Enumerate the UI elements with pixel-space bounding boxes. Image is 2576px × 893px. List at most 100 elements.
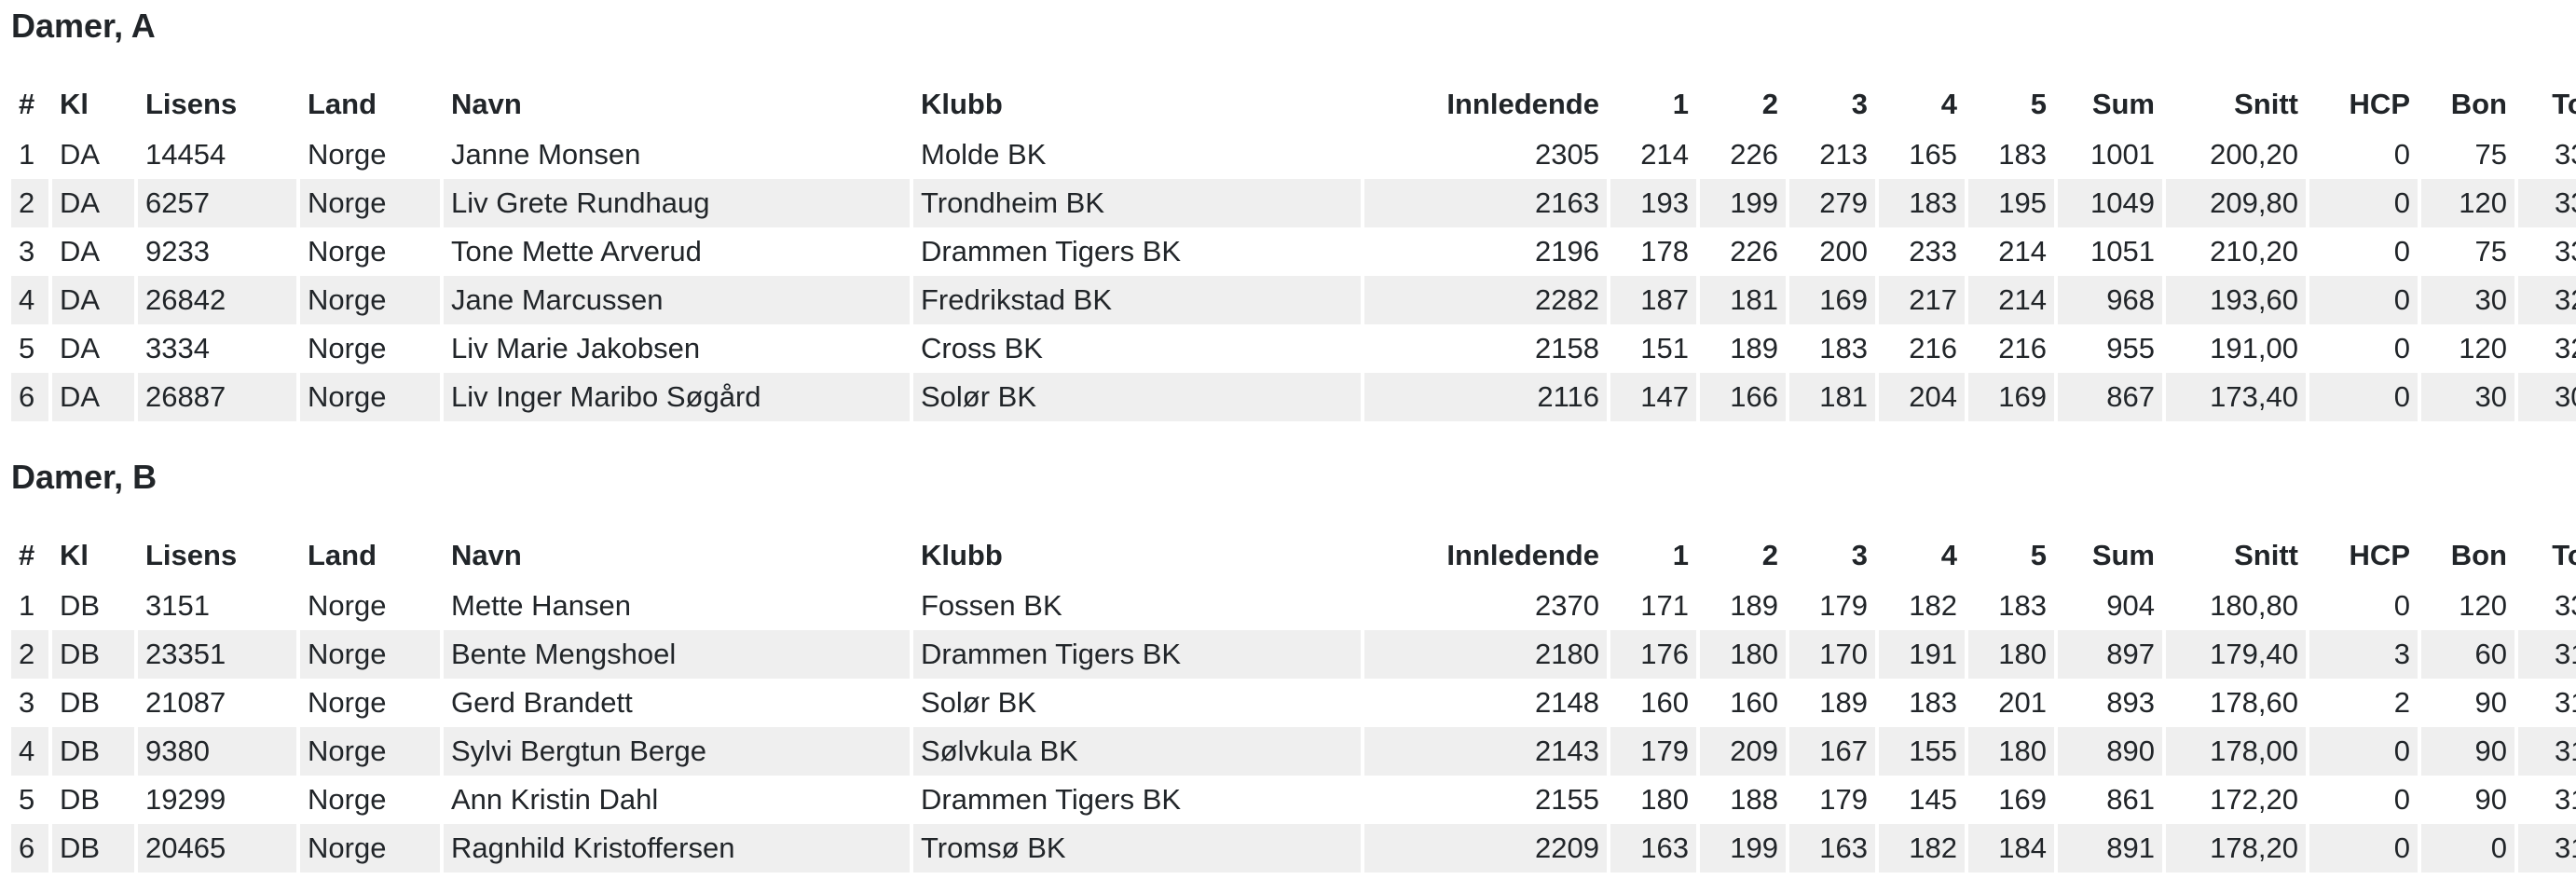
game-3-cell: 169 (1789, 276, 1875, 324)
game-3-cell: 189 (1819, 686, 1868, 719)
col-game-5-header: 5 (2030, 88, 2047, 120)
col-game-1-header: 1 (1672, 539, 1689, 571)
name-cell: Bente Mengshoel (444, 630, 910, 679)
class-cell: DB (60, 686, 101, 719)
hcp-cell: 0 (2393, 589, 2410, 622)
col-class-header: Kl (60, 539, 89, 571)
total-cell: 3381 (2555, 138, 2576, 171)
game-5-cell: 214 (1968, 276, 2054, 324)
game-2-cell: 189 (1730, 589, 1778, 622)
average-cell: 178,20 (2166, 824, 2306, 872)
game-4-cell: 155 (1879, 727, 1965, 776)
game-3-cell: 183 (1819, 332, 1868, 364)
table-row: 5 DA 3334 Norge Liv Marie Jakobsen Cross BK 21… (11, 324, 2576, 373)
game-5-cell: 183 (1998, 589, 2047, 622)
hcp-cell: 0 (2309, 276, 2418, 324)
total-cell: 3141 (2555, 686, 2576, 719)
bonus-cell: 120 (2459, 332, 2507, 364)
club-cell: Sølvkula BK (913, 727, 1361, 776)
table-row: 1 DA 14454 Norge Janne Monsen Molde BK 2305 214… (11, 131, 2576, 179)
col-bonus-header: Bon (2450, 539, 2507, 571)
rank-cell: 3 (19, 686, 35, 719)
average-cell: 179,40 (2166, 630, 2306, 679)
table-row: 5 DB 19299 Norge Ann Kristin Dahl Drammen Tig… (11, 776, 2576, 824)
game-3-cell: 200 (1819, 235, 1868, 268)
section-title: Damer, A (11, 7, 156, 45)
col-name-header: Navn (451, 88, 522, 120)
average-cell: 200,20 (2210, 138, 2298, 171)
game-1-cell: 176 (1610, 630, 1696, 679)
game-2-cell: 199 (1700, 179, 1786, 227)
game-1-cell: 179 (1610, 727, 1696, 776)
col-qualifying-header: Innledende (1446, 539, 1599, 571)
game-2-cell: 189 (1730, 332, 1778, 364)
col-hcp-header: HCP (2349, 88, 2410, 120)
game-2-cell: 209 (1700, 727, 1786, 776)
game-3-cell: 181 (1789, 373, 1875, 421)
table-row: 1 DB 3151 Norge Mette Hansen Fossen BK 2370 171… (11, 582, 2576, 630)
club-cell: Molde BK (921, 138, 1047, 171)
club-cell: Tromsø BK (913, 824, 1361, 872)
col-game-2-header: 2 (1761, 88, 1778, 120)
class-cell: DB (60, 589, 101, 622)
col-game-5-header: 5 (2030, 539, 2047, 571)
class-cell: DB (52, 727, 134, 776)
class-cell: DB (52, 824, 134, 872)
game-5-cell: 216 (1998, 332, 2047, 364)
average-cell: 193,60 (2166, 276, 2306, 324)
game-4-cell: 216 (1909, 332, 1957, 364)
game-1-cell: 180 (1640, 783, 1689, 816)
qualifying-cell: 2155 (1535, 783, 1599, 816)
header-row: # Kl Lisens Land Navn Klubb Innledende 1 2 3 4 5 Sum… (11, 78, 2576, 131)
name-cell: Tone Mette Arverud (451, 235, 702, 268)
club-cell: Fredrikstad BK (913, 276, 1361, 324)
game-5-cell: 214 (1998, 235, 2047, 268)
bonus-cell: 60 (2421, 630, 2514, 679)
game-2-cell: 188 (1730, 783, 1778, 816)
name-cell: Sylvi Bergtun Berge (444, 727, 910, 776)
club-cell: Cross BK (921, 332, 1043, 364)
country-cell: Norge (300, 630, 440, 679)
rank-cell: 5 (19, 332, 35, 364)
average-cell: 209,80 (2166, 179, 2306, 227)
col-average-header: Snitt (2234, 539, 2298, 571)
rank-cell: 6 (11, 824, 48, 872)
country-cell: Norge (308, 138, 387, 171)
bonus-cell: 90 (2421, 727, 2514, 776)
club-cell: Drammen Tigers BK (913, 630, 1361, 679)
bonus-cell: 75 (2474, 138, 2507, 171)
col-bonus-header: Bon (2450, 88, 2507, 120)
country-cell: Norge (308, 783, 387, 816)
name-cell: Jane Marcussen (444, 276, 910, 324)
game-1-cell: 151 (1640, 332, 1689, 364)
sum-cell: 897 (2058, 630, 2162, 679)
sum-cell: 1001 (2090, 138, 2155, 171)
name-cell: Liv Marie Jakobsen (451, 332, 701, 364)
col-country-header: Land (308, 539, 377, 571)
average-cell: 172,20 (2210, 783, 2298, 816)
col-license-header: Lisens (145, 539, 238, 571)
table-row: 2 DB 23351 Norge Bente Mengshoel Drammen Tige… (11, 630, 2576, 679)
game-1-cell: 171 (1640, 589, 1689, 622)
table-row: 3 DB 21087 Norge Gerd Brandett Solør BK 2148 16… (11, 679, 2576, 727)
col-country-header: Land (308, 88, 377, 120)
country-cell: Norge (300, 276, 440, 324)
table-row: 6 DA 26887 Norge Liv Inger Maribo Søgård Solø… (11, 373, 2576, 421)
rank-cell: 4 (11, 727, 48, 776)
rank-cell: 1 (19, 138, 35, 171)
license-cell: 6257 (138, 179, 296, 227)
game-2-cell: 166 (1700, 373, 1786, 421)
qualifying-cell: 2196 (1535, 235, 1599, 268)
qualifying-cell: 2180 (1364, 630, 1607, 679)
game-3-cell: 163 (1789, 824, 1875, 872)
qualifying-cell: 2143 (1364, 727, 1607, 776)
bonus-cell: 90 (2474, 783, 2507, 816)
game-3-cell: 179 (1819, 589, 1868, 622)
col-club-header: Klubb (921, 88, 1003, 120)
total-cell: 3233 (2555, 332, 2576, 364)
col-license-header: Lisens (145, 88, 238, 120)
table-row: 4 DA 26842 Norge Jane Marcussen Fredrikstad B… (11, 276, 2576, 324)
game-5-cell: 183 (1998, 138, 2047, 171)
country-cell: Norge (300, 373, 440, 421)
game-4-cell: 183 (1879, 179, 1965, 227)
